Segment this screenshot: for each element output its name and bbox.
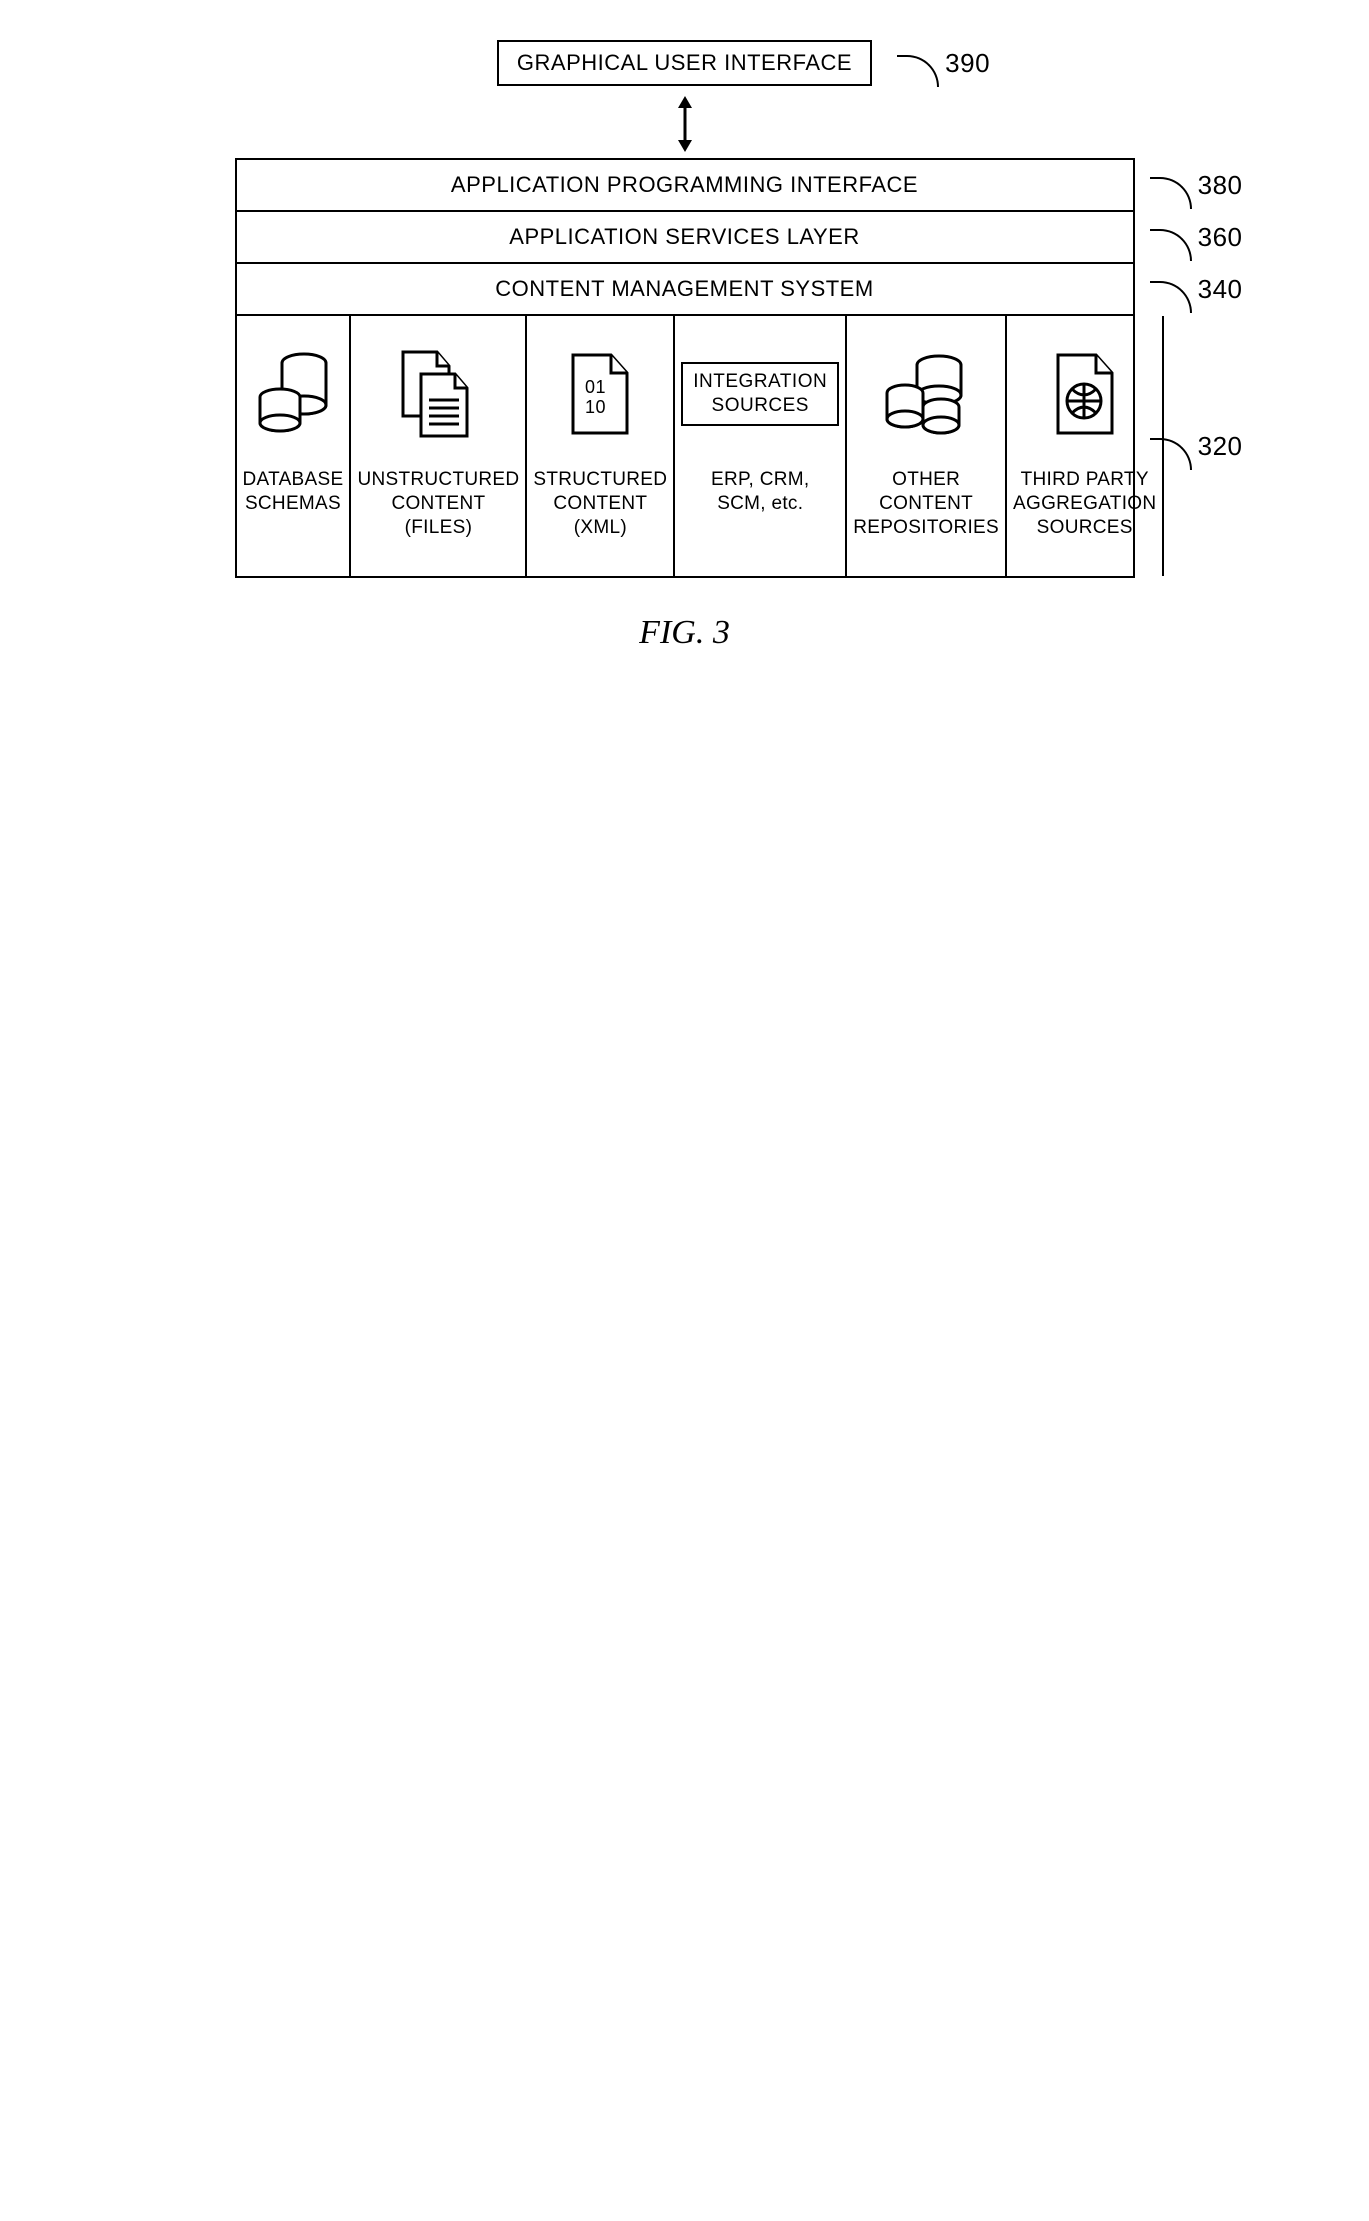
ref-340-num: 340 xyxy=(1198,274,1243,305)
layer-cms: CONTENT MANAGEMENT SYSTEM 340 xyxy=(237,264,1133,316)
ref-380: 380 xyxy=(1150,169,1243,201)
repositories-icon xyxy=(881,334,971,454)
ref-390: 390 xyxy=(897,47,990,79)
gui-api-arrow xyxy=(235,96,1135,152)
integration-box-icon: INTEGRATION SOURCES xyxy=(681,334,839,454)
files-icon xyxy=(395,334,481,454)
layer-sources: DATABASESCHEMAS xyxy=(237,316,1133,576)
xml-doc-line2: 10 xyxy=(585,397,606,417)
source-thirdparty: THIRD PARTYAGGREGATIONSOURCES xyxy=(1007,316,1164,576)
layer-cms-label: CONTENT MANAGEMENT SYSTEM xyxy=(495,276,873,301)
integration-box-line2: SOURCES xyxy=(693,394,827,418)
source-files-label: UNSTRUCTUREDCONTENT (FILES) xyxy=(357,468,519,539)
gui-row: GRAPHICAL USER INTERFACE 390 xyxy=(235,40,1135,86)
ref-360: 360 xyxy=(1150,221,1243,253)
integration-box-line1: INTEGRATION xyxy=(693,370,827,394)
layer-asl: APPLICATION SERVICES LAYER 360 xyxy=(237,212,1133,264)
source-database-label: DATABASESCHEMAS xyxy=(243,468,344,516)
xml-doc-line1: 01 xyxy=(585,377,606,397)
layer-asl-label: APPLICATION SERVICES LAYER xyxy=(509,224,859,249)
source-xml-label: STRUCTUREDCONTENT (XML) xyxy=(533,468,667,539)
source-integration-label: ERP, CRM,SCM, etc. xyxy=(711,468,809,516)
ref-380-num: 380 xyxy=(1198,170,1243,201)
source-repositories-label: OTHERCONTENTREPOSITORIES xyxy=(853,468,999,539)
ref-340: 340 xyxy=(1150,273,1243,305)
source-thirdparty-label: THIRD PARTYAGGREGATIONSOURCES xyxy=(1013,468,1156,539)
xml-doc-icon: 01 10 xyxy=(565,334,635,454)
source-repositories: OTHERCONTENTREPOSITORIES xyxy=(847,316,1007,576)
source-files: UNSTRUCTUREDCONTENT (FILES) xyxy=(351,316,527,576)
gui-box: GRAPHICAL USER INTERFACE 390 xyxy=(497,40,872,86)
globe-doc-icon xyxy=(1050,334,1120,454)
ref-360-num: 360 xyxy=(1198,222,1243,253)
architecture-diagram: GRAPHICAL USER INTERFACE 390 APPLICATION… xyxy=(235,40,1135,652)
source-database: DATABASESCHEMAS xyxy=(237,316,352,576)
database-icon xyxy=(254,334,332,454)
figure-caption: FIG. 3 xyxy=(235,614,1135,652)
integration-inner-box: INTEGRATION SOURCES xyxy=(681,362,839,426)
gui-label: GRAPHICAL USER INTERFACE xyxy=(517,50,852,75)
ref-320-num: 320 xyxy=(1198,431,1243,462)
layer-stack: APPLICATION PROGRAMMING INTERFACE 380 AP… xyxy=(235,158,1135,578)
ref-320: 320 xyxy=(1150,430,1243,462)
layer-api-label: APPLICATION PROGRAMMING INTERFACE xyxy=(451,172,918,197)
source-integration: INTEGRATION SOURCES ERP, CRM,SCM, etc. xyxy=(675,316,847,576)
ref-390-num: 390 xyxy=(945,48,990,79)
source-xml: 01 10 STRUCTUREDCONTENT (XML) xyxy=(527,316,675,576)
layer-api: APPLICATION PROGRAMMING INTERFACE 380 xyxy=(237,160,1133,212)
